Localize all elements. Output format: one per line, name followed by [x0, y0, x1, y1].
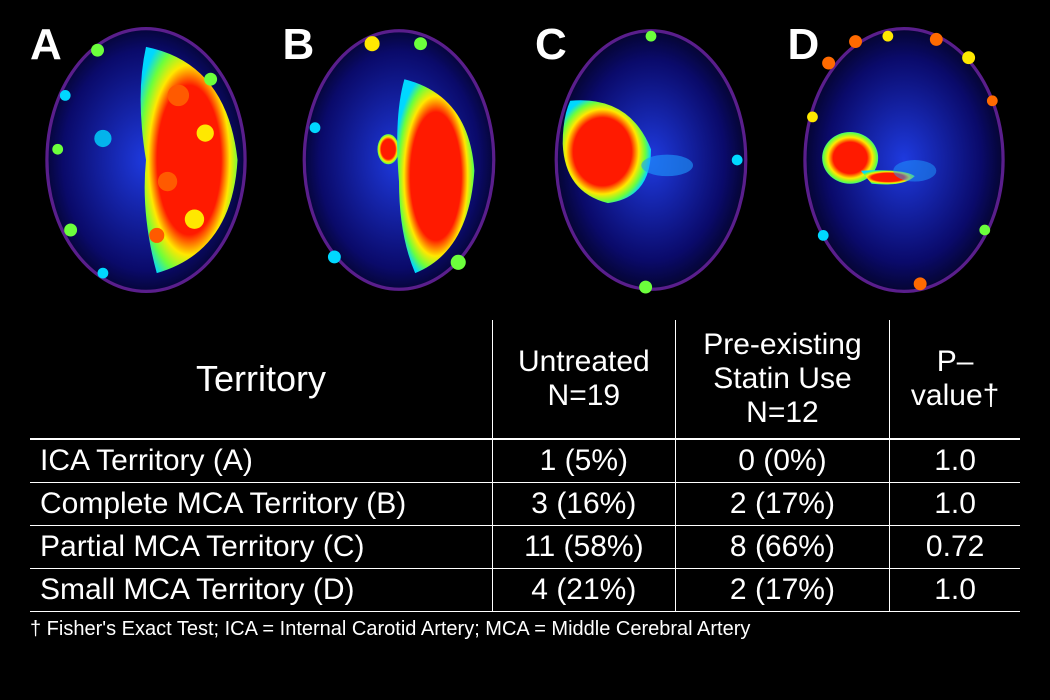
- panel-b: B: [273, 20, 526, 300]
- cell-pvalue: 1.0: [890, 483, 1020, 526]
- table-body: ICA Territory (A) 1 (5%) 0 (0%) 1.0 Comp…: [30, 439, 1020, 612]
- panel-c-label: C: [535, 20, 567, 70]
- cell-territory: Small MCA Territory (D): [30, 569, 492, 612]
- brain-scan-d: [794, 20, 1014, 300]
- table-row: Complete MCA Territory (B) 3 (16%) 2 (17…: [30, 483, 1020, 526]
- cell-statin: 0 (0%): [675, 439, 890, 483]
- panel-b-label: B: [283, 20, 315, 70]
- table-row: ICA Territory (A) 1 (5%) 0 (0%) 1.0: [30, 439, 1020, 483]
- table-header-row: Territory Untreated N=19 Pre-existing St…: [30, 320, 1020, 439]
- table-row: Partial MCA Territory (C) 11 (58%) 8 (66…: [30, 526, 1020, 569]
- cell-territory: Partial MCA Territory (C): [30, 526, 492, 569]
- cell-statin: 2 (17%): [675, 483, 890, 526]
- cell-untreated: 11 (58%): [492, 526, 675, 569]
- table-row: Small MCA Territory (D) 4 (21%) 2 (17%) …: [30, 569, 1020, 612]
- cell-territory: Complete MCA Territory (B): [30, 483, 492, 526]
- cell-untreated: 1 (5%): [492, 439, 675, 483]
- territory-table-wrap: Territory Untreated N=19 Pre-existing St…: [0, 320, 1050, 612]
- panel-d: D: [778, 20, 1031, 300]
- cell-statin: 2 (17%): [675, 569, 890, 612]
- territory-table: Territory Untreated N=19 Pre-existing St…: [30, 320, 1020, 612]
- brain-scan-a: [36, 20, 256, 300]
- cell-pvalue: 0.72: [890, 526, 1020, 569]
- cell-pvalue: 1.0: [890, 569, 1020, 612]
- header-statin: Pre-existing Statin Use N=12: [675, 320, 890, 439]
- cell-untreated: 4 (21%): [492, 569, 675, 612]
- brain-scan-c: [541, 20, 761, 300]
- cell-territory: ICA Territory (A): [30, 439, 492, 483]
- header-territory: Territory: [30, 320, 492, 439]
- header-pvalue: P– value†: [890, 320, 1020, 439]
- panel-c: C: [525, 20, 778, 300]
- header-untreated: Untreated N=19: [492, 320, 675, 439]
- brain-scan-b: [289, 20, 509, 300]
- cell-pvalue: 1.0: [890, 439, 1020, 483]
- panel-a-label: A: [30, 20, 62, 70]
- brain-scan-row: A: [0, 0, 1050, 320]
- panel-a: A: [20, 20, 273, 300]
- cell-statin: 8 (66%): [675, 526, 890, 569]
- cell-untreated: 3 (16%): [492, 483, 675, 526]
- table-footnote: † Fisher's Exact Test; ICA = Internal Ca…: [0, 612, 1050, 641]
- panel-d-label: D: [788, 20, 820, 70]
